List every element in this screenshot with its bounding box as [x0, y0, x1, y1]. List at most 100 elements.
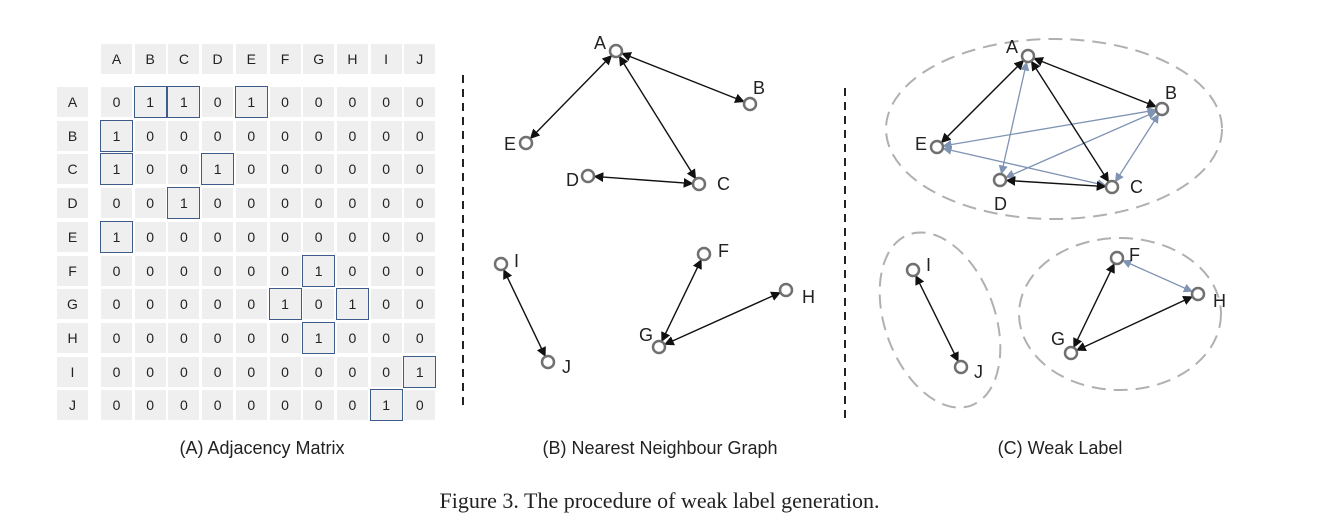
- row-header-d: D: [56, 187, 89, 220]
- matrix-cell-f-j: 0: [403, 254, 437, 287]
- graph-c-edge-f-g: [1073, 262, 1115, 349]
- matrix-cell-e-d: 0: [201, 220, 235, 253]
- matrix-cell-d-b: 0: [133, 187, 167, 220]
- caption-c: (C) Weak Label: [997, 438, 1123, 458]
- matrix-cell-e-g: 0: [302, 220, 336, 253]
- matrix-cell-g-i: 0: [369, 288, 403, 321]
- graph-c-node-label-b: B: [1165, 83, 1177, 103]
- graph-c-edge-g-h: [1076, 296, 1193, 351]
- matrix-cell-f-f: 0: [268, 254, 302, 287]
- graph-c-node-f: [1109, 250, 1125, 266]
- matrix-cell-b-a: 1: [100, 119, 133, 152]
- matrix-cell-i-c: 0: [167, 355, 201, 388]
- matrix-cell-i-a: 0: [100, 355, 133, 388]
- graph-b-node-b: [742, 96, 758, 112]
- matrix-cell-j-j: 0: [403, 389, 437, 422]
- matrix-cell-b-g: 0: [302, 119, 336, 152]
- graph-c-light-edge-b-e: [942, 106, 1157, 150]
- matrix-cell-e-b: 0: [133, 220, 167, 253]
- caption-a: (A) Adjacency Matrix: [179, 438, 345, 458]
- matrix-cell-e-e: 0: [234, 220, 268, 253]
- column-header-d: D: [201, 43, 235, 75]
- matrix-cell-e-i: 0: [369, 220, 403, 253]
- graph-c-node-e: [929, 139, 945, 155]
- matrix-cell-b-c: 0: [167, 119, 201, 152]
- graph-c-edge-i-j: [915, 274, 959, 363]
- matrix-cell-h-b: 0: [133, 321, 167, 354]
- matrix-cell-a-j: 0: [403, 86, 437, 118]
- matrix-cell-h-a: 0: [100, 321, 133, 354]
- graph-c-node-label-g: G: [1051, 329, 1065, 349]
- matrix-cell-f-b: 0: [133, 254, 167, 287]
- row-header-f: F: [56, 254, 89, 287]
- graph-b-node-label-a: A: [594, 33, 606, 53]
- matrix-cell-f-h: 0: [335, 254, 369, 287]
- graph-c-node-g: [1063, 345, 1079, 361]
- cluster-fgh-ellipse: [1018, 237, 1222, 391]
- graph-b-edge-a-c: [618, 55, 697, 180]
- matrix-cell-b-f: 0: [268, 119, 302, 152]
- matrix-cell-j-f: 0: [268, 389, 302, 422]
- row-header-i: I: [56, 355, 89, 388]
- matrix-cell-i-d: 0: [201, 355, 235, 388]
- graph-b-edge-a-b: [621, 52, 745, 103]
- matrix-cell-g-c: 0: [167, 288, 201, 321]
- column-header-i: I: [369, 43, 403, 75]
- matrix-cell-c-i: 0: [369, 153, 403, 186]
- matrix-cell-j-h: 0: [335, 389, 369, 422]
- graph-c-node-label-a: A: [1006, 37, 1018, 57]
- matrix-cell-c-f: 0: [268, 153, 302, 186]
- matrix-cell-f-i: 0: [369, 254, 403, 287]
- graph-b-edge-d-c: [593, 172, 694, 188]
- matrix-cell-a-i: 0: [369, 86, 403, 118]
- matrix-cell-i-h: 0: [335, 355, 369, 388]
- graph-c-node-label-j: J: [974, 362, 983, 382]
- matrix-cell-c-e: 0: [234, 153, 268, 186]
- matrix-cell-f-a: 0: [100, 254, 133, 287]
- matrix-cell-d-f: 0: [268, 187, 302, 220]
- graph-b-node-label-g: G: [639, 325, 653, 345]
- matrix-cell-b-h: 0: [335, 119, 369, 152]
- matrix-cell-h-h: 0: [335, 321, 369, 354]
- matrix-cell-b-j: 0: [403, 119, 437, 152]
- matrix-cell-d-g: 0: [302, 187, 336, 220]
- graph-b-edge-g-h: [664, 291, 781, 346]
- graph-b-node-label-f: F: [718, 241, 729, 261]
- column-header-c: C: [167, 43, 201, 75]
- matrix-cell-i-e: 0: [234, 355, 268, 388]
- figure-caption: Figure 3. The procedure of weak label ge…: [439, 488, 880, 513]
- matrix-cell-h-g: 1: [302, 321, 336, 354]
- matrix-cell-e-c: 0: [167, 220, 201, 253]
- matrix-cell-g-e: 0: [234, 288, 268, 321]
- graph-c-node-label-e: E: [915, 134, 927, 154]
- graph-b-edge-f-g: [661, 258, 702, 343]
- matrix-cell-a-h: 0: [335, 86, 369, 118]
- row-header-h: H: [56, 321, 89, 354]
- cluster-ij-ellipse: [878, 231, 1002, 409]
- matrix-cell-g-j: 0: [403, 288, 437, 321]
- matrix-cell-g-d: 0: [201, 288, 235, 321]
- matrix-cell-d-a: 0: [100, 187, 133, 220]
- matrix-cell-g-g: 0: [302, 288, 336, 321]
- matrix-cell-c-d: 1: [201, 153, 235, 186]
- graph-b-node-c: [691, 176, 707, 192]
- matrix-cell-h-f: 0: [268, 321, 302, 354]
- graph-b-node-g: [651, 339, 667, 355]
- matrix-cell-b-e: 0: [234, 119, 268, 152]
- graph-c-edge-a-c: [1030, 60, 1110, 183]
- matrix-cell-j-g: 0: [302, 389, 336, 422]
- graph-c-edge-a-e: [940, 59, 1025, 144]
- graph-c-node-label-f: F: [1129, 245, 1140, 265]
- graph-c-light-edge-e-c: [942, 145, 1107, 189]
- matrix-cell-b-b: 0: [133, 119, 167, 152]
- matrix-cell-i-i: 0: [369, 355, 403, 388]
- matrix-cell-j-d: 0: [201, 389, 235, 422]
- graph-b-node-label-h: H: [802, 287, 815, 307]
- matrix-cell-e-f: 0: [268, 220, 302, 253]
- column-header-a: A: [100, 43, 133, 75]
- column-header-h: H: [335, 43, 369, 75]
- graph-c-node-h: [1190, 286, 1206, 302]
- graph-c-light-edge-f-h: [1122, 259, 1193, 293]
